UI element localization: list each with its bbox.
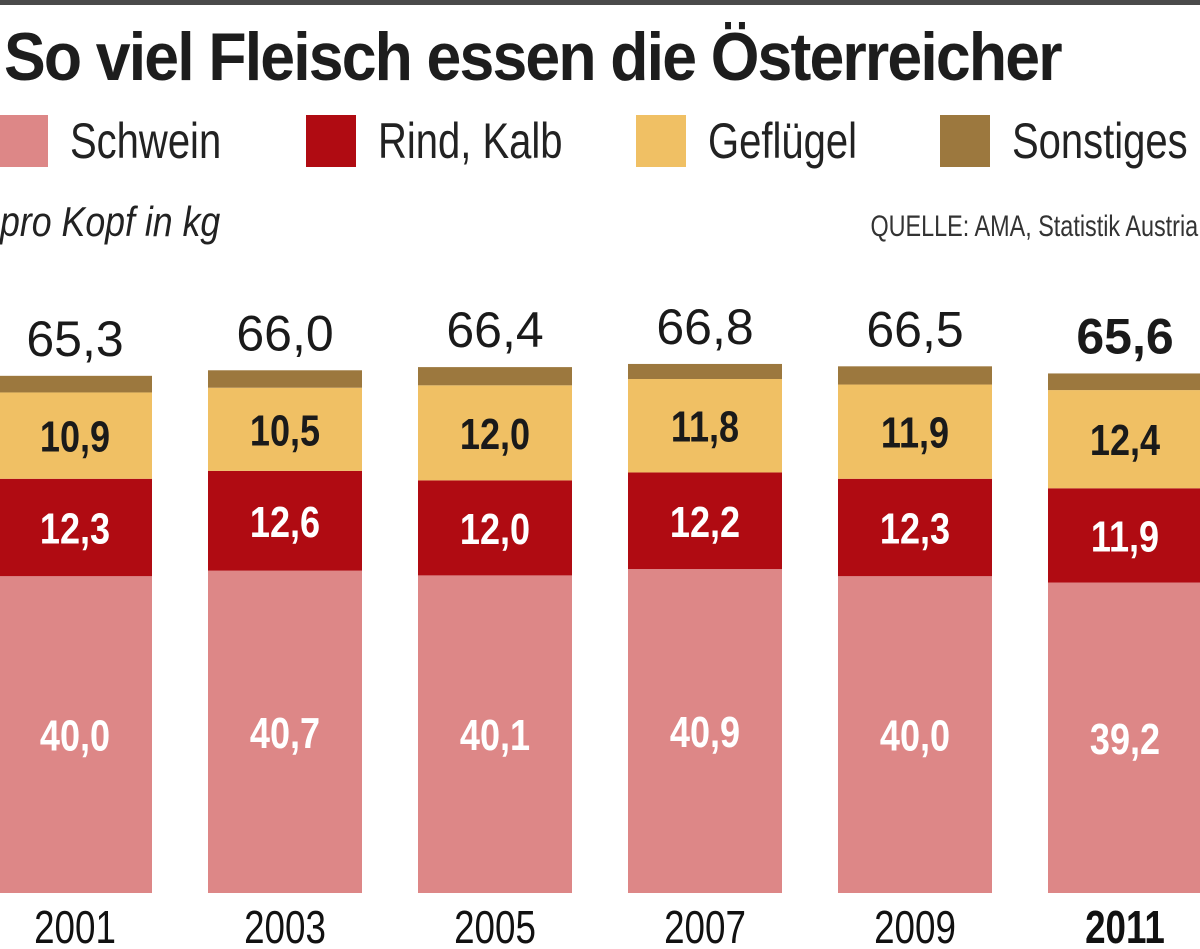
x-tick-label-2003: 2003 (244, 901, 326, 949)
x-tick-label-2005: 2005 (454, 901, 536, 949)
data-label-gefluegel-2005: 12,0 (460, 409, 530, 458)
bar-segment-rind-kalb-2003 (208, 470, 362, 571)
bar-segment-gefluegel-2007 (628, 378, 782, 473)
bar-segment-schwein-2007 (628, 569, 782, 893)
bar-segment-schwein-2005 (418, 575, 572, 893)
bar-segment-schwein-2011 (1048, 582, 1200, 893)
data-label-schwein-2007: 40,9 (670, 708, 740, 757)
unit-label: pro Kopf in kg (0, 198, 221, 245)
bar-segment-rind-kalb-2011 (1048, 488, 1200, 583)
bar-segment-gefluegel-2003 (208, 387, 362, 471)
total-label-2003: 66,0 (236, 305, 333, 361)
bar-segment-sonstiges-2007 (628, 363, 782, 379)
bar-segment-schwein-2001 (0, 576, 152, 893)
data-label-schwein-2001: 40,0 (40, 711, 110, 760)
data-label-rind-kalb-2007: 12,2 (670, 497, 740, 546)
data-label-rind-kalb-2005: 12,0 (460, 505, 530, 554)
legend-label-rind-kalb: Rind, Kalb (378, 113, 563, 169)
bar-segment-rind-kalb-2005 (418, 480, 572, 576)
bar-segment-sonstiges-2001 (0, 375, 152, 393)
bar-segment-gefluegel-2011 (1048, 390, 1200, 489)
data-label-gefluegel-2001: 10,9 (40, 412, 110, 461)
data-label-rind-kalb-2003: 12,6 (250, 497, 320, 546)
legend-item-rind-kalb: Rind, Kalb (306, 112, 609, 170)
data-label-rind-kalb-2001: 12,3 (40, 504, 110, 553)
bar-segment-gefluegel-2001 (0, 392, 152, 479)
total-label-2009: 66,5 (866, 301, 963, 357)
source-note: QUELLE: AMA, Statistik Austria (870, 210, 1198, 243)
data-label-schwein-2003: 40,7 (250, 708, 320, 757)
bar-segment-gefluegel-2005 (418, 385, 572, 481)
legend-label-schwein: Schwein (70, 113, 222, 169)
bar-segment-rind-kalb-2009 (838, 478, 992, 577)
data-label-gefluegel-2007: 11,8 (671, 402, 739, 451)
legend: Schwein Rind, Kalb Geflügel Sonstiges (0, 112, 1200, 172)
data-label-gefluegel-2009: 11,9 (881, 408, 949, 457)
chart-title: So viel Fleisch essen die Österreicher (4, 19, 1063, 95)
x-tick-label-2007: 2007 (664, 901, 746, 949)
legend-item-sonstiges: Sonstiges (940, 112, 1200, 170)
x-tick-label-2011: 2011 (1085, 901, 1165, 949)
bar-segment-sonstiges-2011 (1048, 373, 1200, 391)
data-label-schwein-2009: 40,0 (880, 711, 950, 760)
legend-item-schwein: Schwein (0, 112, 259, 170)
legend-swatch-schwein (0, 115, 48, 167)
bar-segment-rind-kalb-2007 (628, 472, 782, 570)
data-label-schwein-2011: 39,2 (1090, 714, 1160, 763)
data-label-gefluegel-2003: 10,5 (250, 406, 320, 455)
bar-segment-sonstiges-2005 (418, 367, 572, 386)
x-tick-label-2009: 2009 (874, 901, 956, 949)
legend-swatch-gefluegel (636, 115, 686, 167)
data-label-rind-kalb-2009: 12,3 (880, 504, 950, 553)
bar-segment-gefluegel-2009 (838, 384, 992, 479)
legend-item-gefluegel: Geflügel (636, 112, 894, 170)
legend-label-gefluegel: Geflügel (708, 113, 857, 169)
bar-segment-schwein-2003 (208, 570, 362, 893)
top-rule (0, 0, 1200, 5)
bar-segment-sonstiges-2009 (838, 366, 992, 385)
total-label-2007: 66,8 (656, 299, 753, 355)
legend-label-sonstiges: Sonstiges (1012, 113, 1188, 169)
legend-swatch-sonstiges (940, 115, 990, 167)
total-label-2005: 66,4 (446, 302, 543, 358)
total-label-2001: 65,3 (26, 311, 123, 367)
x-tick-label-2001: 2001 (34, 901, 116, 949)
data-label-rind-kalb-2011: 11,9 (1091, 512, 1159, 561)
bar-segment-schwein-2009 (838, 576, 992, 893)
bar-segment-sonstiges-2003 (208, 370, 362, 388)
total-label-2011: 65,6 (1076, 308, 1173, 364)
data-label-schwein-2005: 40,1 (460, 711, 530, 760)
data-label-gefluegel-2011: 12,4 (1090, 416, 1161, 465)
legend-swatch-rind-kalb (306, 115, 356, 167)
bar-segment-rind-kalb-2001 (0, 478, 152, 577)
